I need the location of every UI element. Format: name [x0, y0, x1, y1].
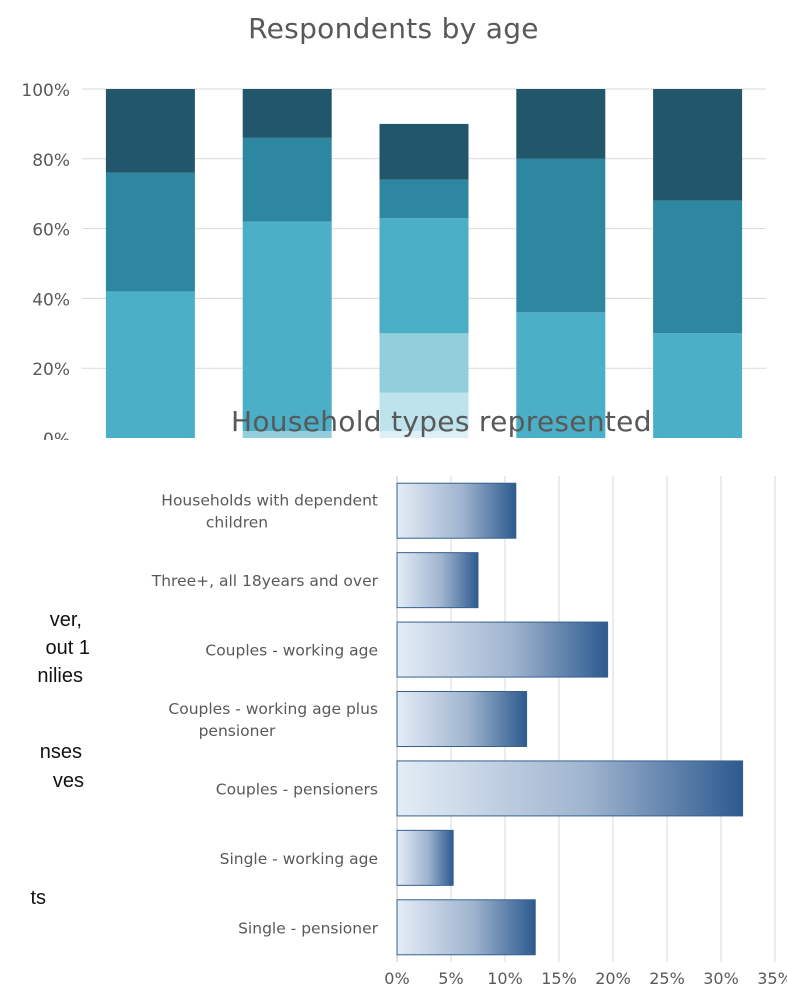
category-label: Three+, all 18years and over: [151, 572, 379, 590]
bar-segment: [379, 218, 469, 334]
bar-segment: [242, 221, 332, 432]
bar: [396, 552, 479, 609]
bar-segment: [653, 200, 743, 334]
y-tick-label: 20%: [32, 360, 70, 380]
bar-segment: [516, 312, 606, 438]
bar-segment: [379, 333, 469, 393]
bar-segment: [379, 123, 469, 180]
bar-segment: [653, 333, 743, 438]
category-label: Single - working age: [220, 850, 378, 868]
x-tick-label: 0%: [384, 969, 409, 988]
bar-segment: [379, 179, 469, 219]
bar: [396, 829, 454, 886]
bar-segment: [379, 392, 469, 432]
bar: [396, 691, 528, 747]
category-label: Couples - working age: [205, 642, 378, 660]
category-label: children: [206, 514, 268, 532]
x-tick-label: 30%: [703, 969, 739, 988]
y-tick-label: 0%: [43, 430, 70, 440]
bar: [396, 621, 609, 678]
bar-segment: [105, 89, 195, 173]
chart-title-respondents-by-age: Respondents by age: [248, 12, 539, 45]
x-tick-label: 10%: [487, 969, 523, 988]
category-label: Couples - pensioners: [216, 780, 378, 798]
category-label: Couples - working age plus: [168, 700, 378, 718]
bar-segment: [516, 158, 606, 313]
x-tick-label: 15%: [541, 969, 577, 988]
bar-segment: [379, 431, 469, 438]
bar: [396, 760, 744, 817]
chart-title-household-types: Household types represented: [231, 405, 652, 438]
bar-segment: [105, 291, 195, 438]
bar-segment: [242, 137, 332, 222]
y-tick-label: 100%: [21, 81, 70, 101]
x-tick-label: 25%: [649, 969, 685, 988]
bar: [396, 899, 536, 956]
category-label: Single - pensioner: [238, 919, 379, 937]
bar: [396, 482, 517, 539]
y-tick-label: 60%: [32, 221, 70, 241]
bar-segment: [516, 89, 606, 159]
respondents-by-age-chart: 0% 20% 40% 60% 80% 100%: [21, 81, 766, 440]
category-label: pensioner: [199, 722, 276, 740]
x-tick-label: 5%: [438, 969, 463, 988]
y-tick-label: 40%: [32, 290, 70, 310]
x-tick-label: 20%: [595, 969, 631, 988]
bar-segment: [242, 431, 332, 438]
category-label: Households with dependent: [161, 492, 378, 510]
bar-segment: [653, 89, 743, 201]
y-tick-label: 80%: [32, 151, 70, 171]
bar-segment: [105, 172, 195, 292]
bar-segment: [242, 89, 332, 138]
x-tick-label: 35%: [757, 969, 787, 988]
